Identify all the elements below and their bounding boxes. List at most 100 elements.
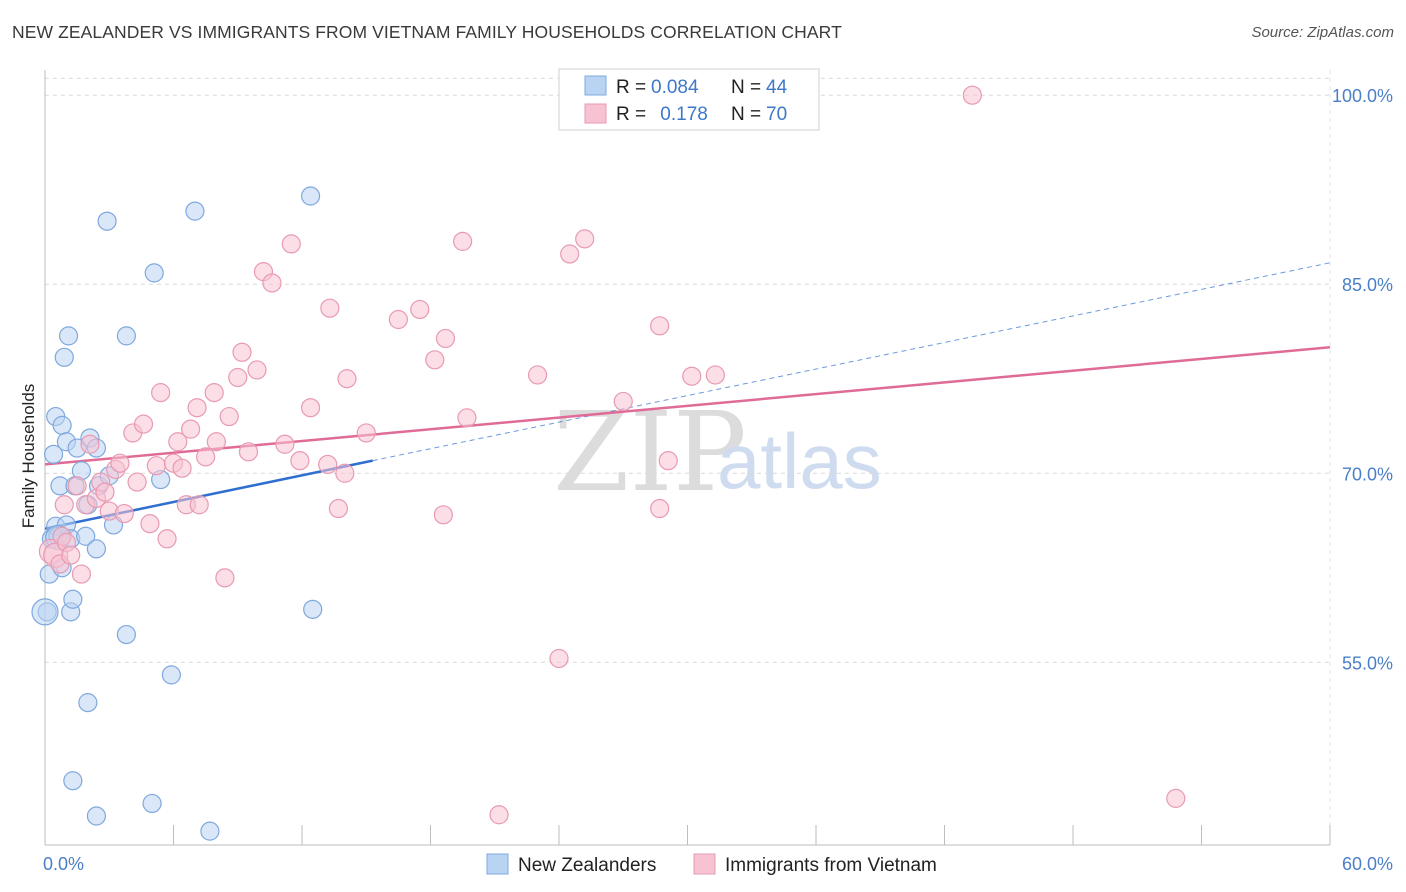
blue-point-10	[54, 347, 74, 367]
legend-r-value-1: 0.084	[651, 77, 699, 98]
pink-point-43	[275, 434, 295, 454]
pink-point-29	[181, 419, 201, 439]
pink-point-53	[388, 309, 408, 330]
pink-point-16	[110, 453, 130, 473]
x-tick-label-right: 60.0%	[1342, 854, 1393, 874]
blue-point-13	[58, 326, 79, 346]
source-credit: Source: ZipAtlas.com	[1251, 24, 1394, 41]
blue-point-37	[185, 201, 205, 221]
pink-point-67	[650, 498, 670, 519]
bottom-legend-swatch-blue	[486, 853, 509, 875]
y-tick-label-1: 85.0%	[1342, 275, 1393, 295]
pink-point-21	[140, 514, 160, 534]
blue-point-8	[52, 415, 72, 435]
series-legend: New Zealanders Immigrants from Vietnam	[486, 853, 937, 876]
pink-point-32	[196, 447, 216, 467]
pink-point-38	[232, 342, 252, 362]
legend-n-label-2: N =	[731, 104, 761, 125]
series-immigrants-vietnam-points	[38, 85, 1186, 825]
blue-point-21	[76, 526, 96, 546]
y-axis-title: Family Households	[19, 384, 38, 529]
watermark-atlas: atlas	[717, 417, 882, 505]
blue-point-31	[116, 624, 136, 645]
legend-r-label-2: R =	[616, 104, 646, 125]
pink-point-65	[613, 391, 633, 412]
legend-n-label-1: N =	[731, 77, 761, 98]
pink-point-39	[238, 442, 259, 462]
blue-point-38	[200, 821, 220, 841]
legend-swatch-pink	[584, 103, 607, 124]
blue-point-32	[116, 326, 136, 346]
pink-point-57	[433, 505, 453, 525]
pink-point-40	[247, 360, 267, 380]
pink-point-13	[95, 482, 115, 502]
blue-point-36	[161, 665, 181, 685]
pink-point-23	[151, 383, 171, 403]
y-tick-label-0: 100.0%	[1332, 86, 1393, 106]
legend-r-value-2: 0.178	[655, 104, 708, 125]
pink-point-62	[549, 648, 569, 669]
blue-point-40	[303, 599, 323, 619]
legend-n-value-1: 44	[766, 77, 788, 98]
pink-point-60	[489, 805, 509, 825]
blue-point-17	[63, 771, 83, 791]
pink-point-17	[114, 503, 134, 524]
y-tick-label-2: 70.0%	[1342, 464, 1393, 484]
pink-point-44	[281, 234, 301, 254]
pink-point-49	[328, 498, 349, 519]
bottom-legend-label-blue: New Zealanders	[518, 855, 656, 876]
pink-point-36	[219, 406, 239, 427]
blue-point-41	[31, 598, 59, 626]
pink-point-45	[290, 451, 310, 471]
x-tick-label-left: 0.0%	[43, 854, 84, 874]
pink-trend-line	[44, 345, 1331, 466]
pink-point-10	[80, 434, 100, 454]
blue-trend-extension	[372, 262, 1331, 462]
bottom-legend-swatch-pink	[693, 853, 716, 875]
legend-swatch-blue	[584, 75, 607, 96]
blue-point-3	[43, 444, 64, 464]
blue-point-16	[63, 589, 83, 609]
pink-point-31	[189, 495, 209, 515]
pink-point-22	[146, 456, 166, 476]
pink-point-48	[320, 298, 340, 318]
blue-point-28	[97, 211, 117, 231]
pink-point-54	[410, 299, 430, 320]
blue-point-39	[300, 186, 321, 206]
pink-point-51	[337, 369, 357, 389]
pink-point-20	[133, 414, 154, 434]
pink-point-63	[560, 244, 580, 264]
pink-point-72	[1166, 788, 1186, 808]
pink-point-56	[435, 328, 456, 349]
blue-trend-line	[44, 459, 373, 530]
pink-point-7	[67, 476, 87, 496]
pink-point-70	[705, 365, 725, 385]
pink-point-30	[187, 398, 207, 418]
pink-point-64	[575, 229, 595, 249]
pink-point-55	[425, 350, 445, 370]
legend-r-label-1: R =	[616, 77, 646, 98]
pink-point-33	[204, 383, 224, 403]
pink-point-26	[168, 432, 188, 452]
legend-n-value-2: 70	[766, 104, 787, 125]
pink-point-37	[228, 367, 248, 388]
pink-point-71	[962, 85, 982, 105]
pink-point-27	[172, 458, 192, 478]
pink-point-24	[157, 529, 177, 549]
blue-point-26	[86, 806, 107, 826]
pink-point-46	[300, 398, 321, 418]
pink-point-6	[61, 545, 81, 565]
bottom-legend-label-pink: Immigrants from Vietnam	[725, 855, 937, 876]
blue-point-33	[142, 793, 162, 814]
pink-point-58	[453, 231, 473, 251]
pink-point-61	[527, 365, 548, 385]
pink-point-42	[262, 273, 282, 293]
pink-point-69	[682, 366, 702, 386]
pink-point-34	[206, 432, 226, 452]
pink-point-59	[457, 408, 477, 428]
pink-point-66	[650, 316, 670, 336]
stats-legend: R = 0.084 N = 44 R = 0.178 N = 70	[558, 68, 820, 131]
pink-point-4	[54, 495, 74, 515]
pink-point-52	[356, 423, 376, 443]
